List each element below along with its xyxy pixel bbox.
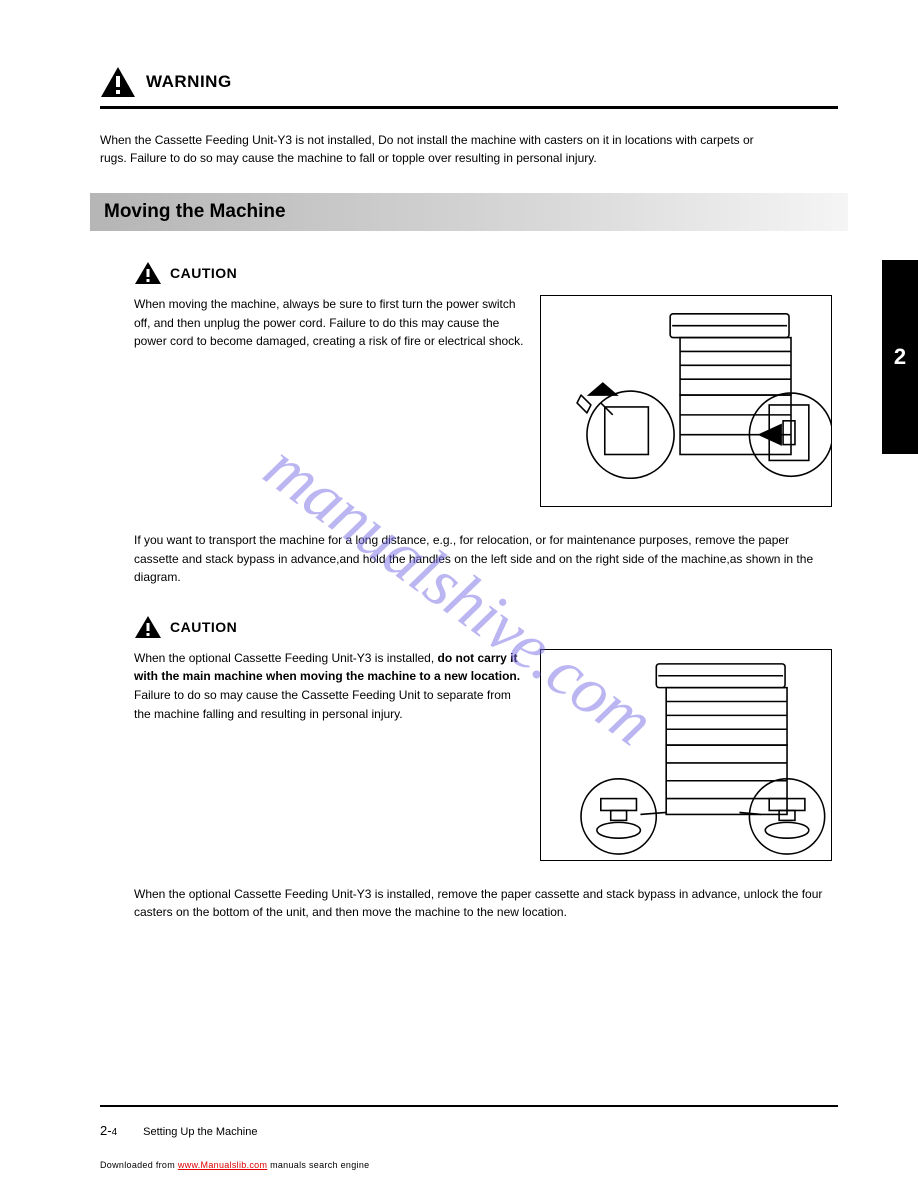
- figure-printer-power: [540, 295, 832, 507]
- caution-label-2: CAUTION: [170, 619, 237, 635]
- body-text-2: When the optional Cassette Feeding Unit-…: [134, 885, 834, 922]
- caution-text-1: When moving the machine, always be sure …: [134, 295, 524, 351]
- caution-block-2: CAUTION When the optional Cassette Feedi…: [134, 615, 838, 861]
- warning-triangle-icon: [100, 66, 136, 98]
- caution-text-2: When the optional Cassette Feeding Unit-…: [134, 649, 524, 723]
- caution-block-1: CAUTION When moving the machine, always …: [134, 261, 838, 507]
- caution-header-2: CAUTION: [134, 615, 838, 639]
- footer-title: Setting Up the Machine: [143, 1126, 257, 1138]
- caution-label-1: CAUTION: [170, 265, 237, 281]
- warning-rule: [100, 106, 838, 109]
- caution2-after: Failure to do so may cause the Cassette …: [134, 688, 511, 721]
- footer-rule: [100, 1105, 838, 1107]
- body-text-1: If you want to transport the machine for…: [134, 531, 834, 587]
- figure-printer-casters: [540, 649, 832, 861]
- page-footer: 2-4 Setting Up the Machine: [100, 1105, 838, 1138]
- caution-header-1: CAUTION: [134, 261, 838, 285]
- page-number-major: 2-: [100, 1123, 112, 1138]
- page-number-minor: 4: [112, 1127, 118, 1138]
- download-attribution: Downloaded from www.Manualslib.com manua…: [100, 1160, 369, 1170]
- section-header: Moving the Machine: [90, 193, 848, 231]
- caution2-before: When the optional Cassette Feeding Unit-…: [134, 651, 438, 665]
- warning-header: WARNING: [100, 66, 838, 98]
- download-suffix: manuals search engine: [267, 1160, 369, 1170]
- caution-triangle-icon: [134, 615, 162, 639]
- download-prefix: Downloaded from: [100, 1160, 178, 1170]
- caution-triangle-icon: [134, 261, 162, 285]
- page-number: 2-4: [100, 1123, 117, 1138]
- page-content: WARNING When the Cassette Feeding Unit-Y…: [0, 0, 918, 1188]
- warning-body-text: When the Cassette Feeding Unit-Y3 is not…: [100, 131, 770, 167]
- manualslib-link[interactable]: www.Manualslib.com: [178, 1160, 267, 1170]
- warning-label: WARNING: [146, 72, 232, 92]
